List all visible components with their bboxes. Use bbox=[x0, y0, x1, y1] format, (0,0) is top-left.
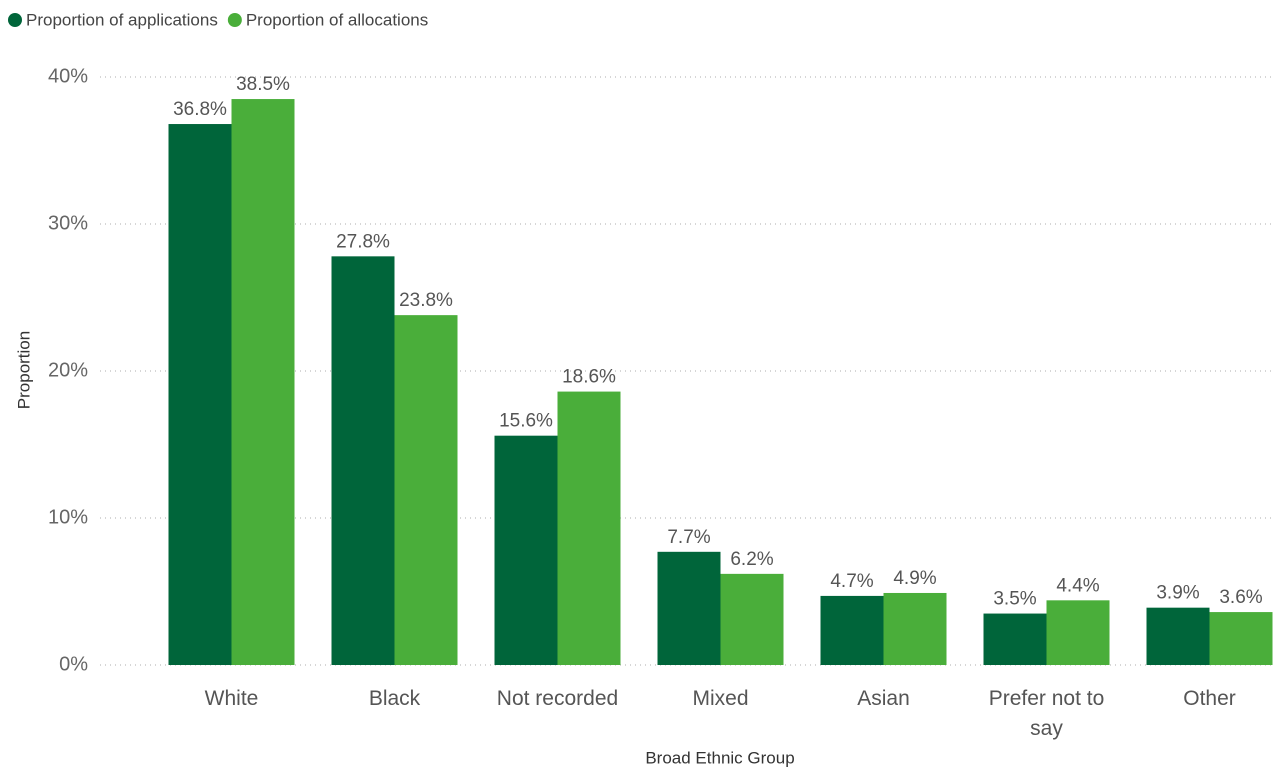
x-tick-label: Not recorded bbox=[496, 687, 619, 710]
legend-marker bbox=[227, 13, 242, 27]
value-label: 3.9% bbox=[1156, 583, 1199, 604]
bar bbox=[494, 435, 558, 665]
value-label: 4.4% bbox=[1056, 575, 1099, 596]
bar bbox=[983, 613, 1047, 665]
value-label: 3.6% bbox=[1219, 587, 1262, 608]
bar bbox=[820, 595, 884, 665]
x-tick-label: Black bbox=[368, 687, 421, 710]
y-tick-label: 30% bbox=[48, 212, 88, 234]
bar bbox=[331, 256, 395, 665]
x-tick-label: White bbox=[204, 687, 259, 710]
bar bbox=[394, 315, 458, 665]
value-label: 3.5% bbox=[993, 589, 1036, 610]
bar bbox=[1046, 600, 1110, 665]
value-label: 36.8% bbox=[173, 99, 227, 120]
y-axis-title: Proportion bbox=[14, 331, 33, 409]
y-tick-label: 10% bbox=[48, 506, 88, 528]
legend-label: Proportion of allocations bbox=[246, 10, 428, 29]
y-tick-label: 0% bbox=[59, 653, 88, 675]
bar bbox=[883, 592, 947, 665]
bar bbox=[1209, 612, 1273, 665]
x-axis-title: Broad Ethnic Group bbox=[645, 748, 794, 767]
bar bbox=[168, 124, 232, 666]
bar bbox=[231, 99, 295, 666]
value-label: 38.5% bbox=[236, 74, 290, 95]
x-tick-label: Other bbox=[1183, 687, 1236, 710]
value-label: 4.9% bbox=[893, 568, 936, 589]
value-label: 4.7% bbox=[830, 571, 873, 592]
y-tick-label: 20% bbox=[48, 359, 88, 381]
value-label: 15.6% bbox=[499, 411, 553, 432]
bar bbox=[657, 551, 721, 665]
legend-marker bbox=[8, 13, 22, 27]
value-label: 7.7% bbox=[667, 527, 710, 548]
value-label: 6.2% bbox=[730, 549, 773, 570]
value-label: 18.6% bbox=[562, 367, 616, 388]
bar bbox=[720, 573, 784, 665]
bar bbox=[1146, 607, 1210, 665]
y-tick-label: 40% bbox=[48, 65, 88, 87]
value-label: 27.8% bbox=[336, 231, 390, 252]
bar bbox=[557, 391, 621, 665]
x-tick-label: Asian bbox=[857, 687, 910, 710]
value-label: 23.8% bbox=[399, 290, 453, 311]
legend-label: Proportion of applications bbox=[26, 10, 218, 29]
x-tick-label: Prefer not to say bbox=[988, 687, 1105, 740]
x-tick-label: Mixed bbox=[692, 687, 749, 710]
